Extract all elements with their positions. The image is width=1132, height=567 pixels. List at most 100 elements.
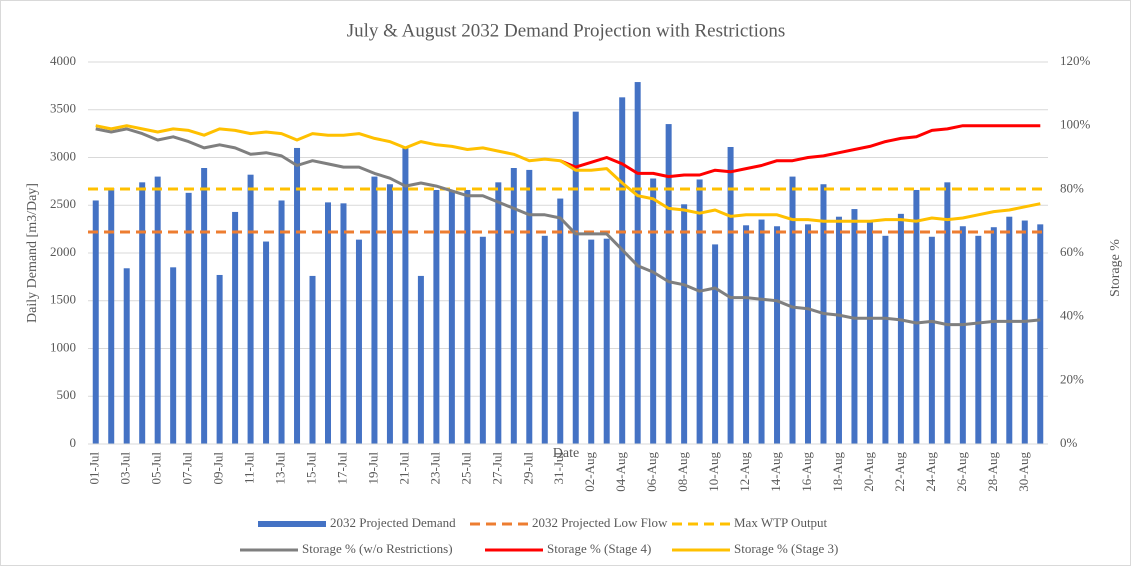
- bar: [278, 200, 285, 444]
- bar: [975, 235, 982, 444]
- x-tick-label: 26-Aug: [954, 452, 969, 492]
- x-tick-label: 18-Aug: [830, 452, 845, 492]
- y2-tick-label: 60%: [1060, 244, 1084, 259]
- bar: [92, 200, 99, 444]
- bar: [325, 202, 331, 444]
- x-tick-label: 05-Jul: [149, 452, 164, 485]
- bar: [185, 192, 192, 444]
- bar: [1037, 224, 1044, 444]
- bar: [417, 275, 424, 444]
- bar: [448, 190, 455, 444]
- bar: [510, 168, 517, 444]
- bar: [402, 146, 409, 444]
- y2-tick-label: 100%: [1060, 117, 1091, 132]
- x-tick-label: 30-Aug: [1016, 452, 1031, 492]
- y-tick-label: 1000: [50, 339, 76, 354]
- y-tick-label: 4000: [50, 53, 76, 68]
- x-tick-label: 25-Jul: [458, 452, 473, 485]
- bar: [495, 182, 502, 444]
- bar: [743, 225, 750, 444]
- bar: [216, 274, 223, 444]
- bar: [650, 178, 657, 444]
- legend-label: Max WTP Output: [734, 515, 828, 530]
- bar: [990, 227, 997, 444]
- bar: [557, 198, 564, 444]
- y-tick-label: 3000: [50, 148, 76, 163]
- x-tick-label: 27-Jul: [489, 452, 504, 485]
- x-tick-label: 02-Aug: [582, 452, 597, 492]
- bar: [479, 236, 486, 444]
- bar: [959, 226, 966, 444]
- bar: [464, 189, 471, 444]
- bar: [433, 189, 440, 444]
- legend-label: 2032 Projected Demand: [330, 515, 456, 530]
- bar: [665, 124, 672, 444]
- y-tick-label: 2500: [50, 196, 76, 211]
- legend-label: Storage % (Stage 4): [547, 541, 651, 556]
- bar: [928, 236, 935, 444]
- x-tick-label: 31-Jul: [551, 452, 566, 485]
- x-tick-label: 16-Aug: [799, 452, 814, 492]
- bar: [154, 176, 161, 444]
- legend-label: Storage % (Stage 3): [734, 541, 838, 556]
- bar: [108, 188, 115, 444]
- bar: [913, 189, 920, 444]
- bar: [774, 226, 781, 444]
- bar: [294, 147, 301, 444]
- bar: [712, 244, 719, 444]
- x-tick-label: 08-Aug: [675, 452, 690, 492]
- bar: [805, 224, 811, 444]
- x-tick-label: 09-Jul: [211, 452, 226, 485]
- bar: [201, 168, 208, 444]
- x-tick-label: 01-Jul: [87, 452, 102, 485]
- x-tick-label: 11-Jul: [242, 452, 257, 484]
- x-tick-label: 06-Aug: [644, 452, 659, 492]
- bar: [727, 146, 734, 444]
- y2-tick-label: 0%: [1060, 435, 1078, 450]
- bar: [789, 176, 796, 444]
- x-tick-label: 03-Jul: [118, 452, 133, 485]
- y2-axis-title: Storage %: [1108, 239, 1123, 297]
- bar: [851, 209, 858, 444]
- y-axis-title: Daily Demand [m3/Day]: [25, 183, 40, 323]
- bar: [758, 219, 765, 444]
- bar: [371, 176, 378, 444]
- bar: [603, 238, 610, 444]
- y2-tick-label: 80%: [1060, 180, 1084, 195]
- x-tick-label: 22-Aug: [892, 452, 907, 492]
- y-tick-label: 0: [70, 435, 77, 450]
- x-tick-label: 12-Aug: [737, 452, 752, 492]
- y2-tick-label: 120%: [1060, 53, 1091, 68]
- bar: [139, 182, 146, 444]
- y2-tick-label: 40%: [1060, 308, 1084, 323]
- bar: [897, 213, 904, 444]
- chart-title: July & August 2032 Demand Projection wit…: [347, 20, 786, 41]
- bar: [386, 184, 393, 445]
- bar: [572, 111, 579, 444]
- x-tick-label: 24-Aug: [923, 452, 938, 492]
- x-axis-title: Date: [553, 446, 579, 461]
- bar: [944, 182, 951, 444]
- x-tick-label: 10-Aug: [706, 452, 721, 492]
- x-tick-label: 19-Jul: [365, 452, 380, 485]
- bar: [340, 203, 347, 444]
- x-tick-label: 23-Jul: [427, 452, 442, 485]
- bar: [588, 239, 595, 444]
- x-tick-label: 17-Jul: [334, 452, 349, 485]
- bar: [526, 169, 533, 445]
- bar: [681, 204, 688, 444]
- bar: [696, 179, 703, 444]
- storage-line: [95, 124, 1041, 223]
- y2-tick-label: 20%: [1060, 371, 1084, 386]
- bar: [882, 235, 889, 444]
- bar: [232, 211, 239, 444]
- bar: [263, 241, 270, 444]
- bar: [309, 275, 316, 444]
- x-tick-label: 21-Jul: [396, 452, 411, 485]
- bar: [866, 220, 873, 444]
- x-tick-label: 28-Aug: [985, 452, 1000, 492]
- bar: [619, 97, 626, 445]
- x-tick-label: 29-Jul: [520, 452, 535, 485]
- x-tick-label: 13-Jul: [273, 452, 288, 485]
